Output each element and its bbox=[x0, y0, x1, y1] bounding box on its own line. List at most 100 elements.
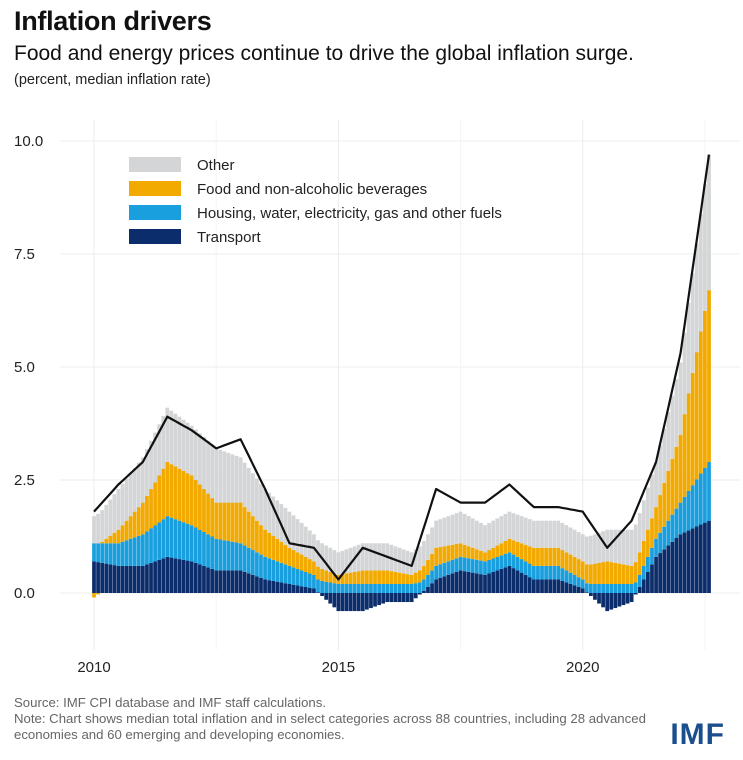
bar-transport bbox=[356, 593, 361, 612]
bar-housing bbox=[234, 542, 239, 571]
bar-housing bbox=[409, 583, 414, 593]
bar-food bbox=[617, 563, 622, 584]
bar-transport bbox=[332, 593, 337, 608]
bar-housing bbox=[458, 556, 463, 571]
bar-housing bbox=[629, 583, 634, 593]
bar-other bbox=[242, 462, 247, 508]
bar-transport bbox=[108, 564, 113, 593]
bar-housing bbox=[597, 583, 601, 593]
bar-transport bbox=[202, 565, 206, 593]
bar-transport bbox=[462, 571, 467, 593]
bar-other bbox=[255, 478, 259, 521]
total-line-layer bbox=[93, 154, 711, 581]
bar-transport bbox=[580, 588, 585, 593]
bar-housing bbox=[678, 502, 683, 535]
bar-transport bbox=[234, 570, 239, 593]
bar-transport bbox=[104, 563, 109, 593]
bar-housing bbox=[336, 583, 341, 593]
legend-swatch-housing bbox=[129, 205, 181, 220]
bar-food bbox=[92, 593, 96, 598]
bar-food bbox=[523, 544, 528, 562]
bar-transport bbox=[413, 593, 418, 599]
bar-food bbox=[307, 559, 312, 574]
bar-other bbox=[523, 517, 528, 545]
bar-transport bbox=[487, 573, 491, 593]
bar-transport bbox=[124, 565, 129, 593]
bar-other bbox=[193, 429, 198, 480]
bar-transport bbox=[593, 593, 597, 600]
bar-transport bbox=[255, 576, 259, 593]
bar-transport bbox=[250, 574, 255, 593]
bar-housing bbox=[173, 519, 178, 559]
bar-food bbox=[458, 543, 463, 557]
bar-housing bbox=[189, 525, 194, 562]
bar-housing bbox=[556, 565, 561, 580]
bar-housing bbox=[222, 540, 227, 571]
bar-housing bbox=[658, 532, 662, 554]
bar-other bbox=[189, 425, 194, 476]
bar-other bbox=[96, 513, 100, 544]
bar-other bbox=[458, 511, 463, 544]
bar-transport bbox=[112, 565, 117, 593]
bar-other bbox=[487, 522, 491, 551]
bar-transport bbox=[621, 593, 626, 606]
bar-transport bbox=[377, 593, 381, 606]
bar-food bbox=[210, 498, 214, 537]
bar-food bbox=[670, 458, 675, 515]
bar-food bbox=[613, 562, 618, 584]
bar-housing bbox=[430, 570, 434, 584]
bar-transport bbox=[454, 571, 459, 593]
bar-transport bbox=[401, 593, 406, 603]
bar-other bbox=[479, 522, 483, 551]
bar-food bbox=[385, 570, 390, 584]
bar-housing bbox=[295, 568, 300, 586]
bar-housing bbox=[536, 565, 540, 580]
bar-housing bbox=[474, 559, 479, 574]
legend-label-transport: Transport bbox=[197, 229, 261, 246]
bar-other bbox=[678, 362, 683, 435]
bar-other bbox=[230, 454, 235, 503]
bar-food bbox=[287, 547, 292, 566]
bar-housing bbox=[515, 556, 520, 571]
bar-other bbox=[483, 525, 487, 553]
bar-transport bbox=[678, 534, 683, 593]
bar-other bbox=[324, 545, 329, 571]
bar-food bbox=[283, 544, 288, 565]
bar-transport bbox=[303, 586, 308, 593]
bar-transport bbox=[690, 528, 695, 593]
bar-food bbox=[609, 562, 614, 584]
bar-transport bbox=[320, 593, 324, 597]
bar-transport bbox=[275, 581, 280, 593]
bar-food bbox=[181, 470, 186, 523]
bar-other bbox=[552, 520, 557, 548]
bar-transport bbox=[698, 524, 703, 593]
bar-transport bbox=[466, 571, 471, 593]
bar-food bbox=[409, 574, 414, 584]
bar-housing bbox=[568, 572, 573, 584]
bar-other bbox=[100, 510, 105, 542]
bar-food bbox=[548, 547, 553, 566]
bar-transport bbox=[340, 593, 345, 612]
bar-transport bbox=[389, 593, 394, 603]
bar-housing bbox=[161, 519, 166, 559]
bar-other bbox=[173, 413, 178, 467]
bar-transport bbox=[707, 520, 711, 593]
bar-other bbox=[584, 536, 589, 565]
bar-housing bbox=[483, 561, 487, 575]
bar-housing bbox=[153, 525, 157, 562]
bar-transport bbox=[597, 593, 601, 604]
bar-housing bbox=[96, 543, 100, 563]
bar-other bbox=[259, 483, 263, 526]
bar-other bbox=[499, 516, 504, 544]
bar-transport bbox=[206, 567, 210, 593]
bar-other bbox=[246, 467, 251, 512]
bar-housing bbox=[238, 543, 243, 571]
bar-transport bbox=[161, 558, 166, 593]
bar-food bbox=[707, 290, 711, 462]
bar-food bbox=[682, 414, 687, 497]
bar-transport bbox=[336, 593, 341, 612]
bar-food bbox=[646, 529, 650, 557]
bar-housing bbox=[356, 583, 361, 593]
bar-food bbox=[250, 516, 255, 551]
bar-transport bbox=[181, 559, 186, 593]
